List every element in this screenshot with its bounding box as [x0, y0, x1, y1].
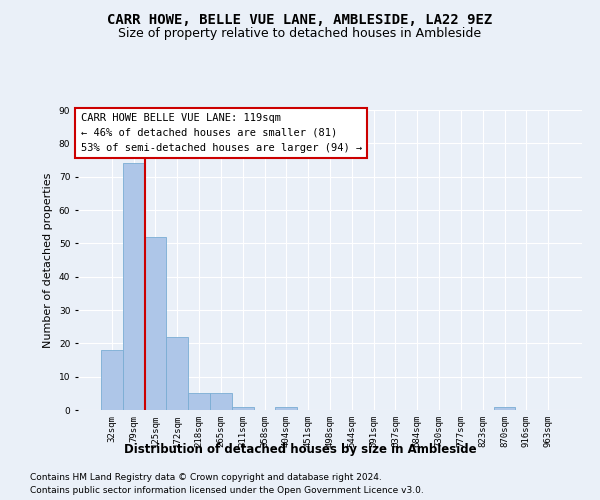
Bar [123, 164, 145, 410]
Y-axis label: Number of detached properties: Number of detached properties [43, 172, 53, 348]
Bar [145, 236, 166, 410]
Text: CARR HOWE, BELLE VUE LANE, AMBLESIDE, LA22 9EZ: CARR HOWE, BELLE VUE LANE, AMBLESIDE, LA… [107, 12, 493, 26]
Bar [494, 406, 515, 410]
Text: Contains HM Land Registry data © Crown copyright and database right 2024.: Contains HM Land Registry data © Crown c… [30, 472, 382, 482]
Bar [275, 406, 297, 410]
Bar [232, 406, 254, 410]
Text: Contains public sector information licensed under the Open Government Licence v3: Contains public sector information licen… [30, 486, 424, 495]
Text: Distribution of detached houses by size in Ambleside: Distribution of detached houses by size … [124, 442, 476, 456]
Text: Size of property relative to detached houses in Ambleside: Size of property relative to detached ho… [118, 28, 482, 40]
Text: CARR HOWE BELLE VUE LANE: 119sqm
← 46% of detached houses are smaller (81)
53% o: CARR HOWE BELLE VUE LANE: 119sqm ← 46% o… [80, 113, 362, 152]
Bar [210, 394, 232, 410]
Bar [101, 350, 123, 410]
Bar [188, 394, 210, 410]
Bar [166, 336, 188, 410]
